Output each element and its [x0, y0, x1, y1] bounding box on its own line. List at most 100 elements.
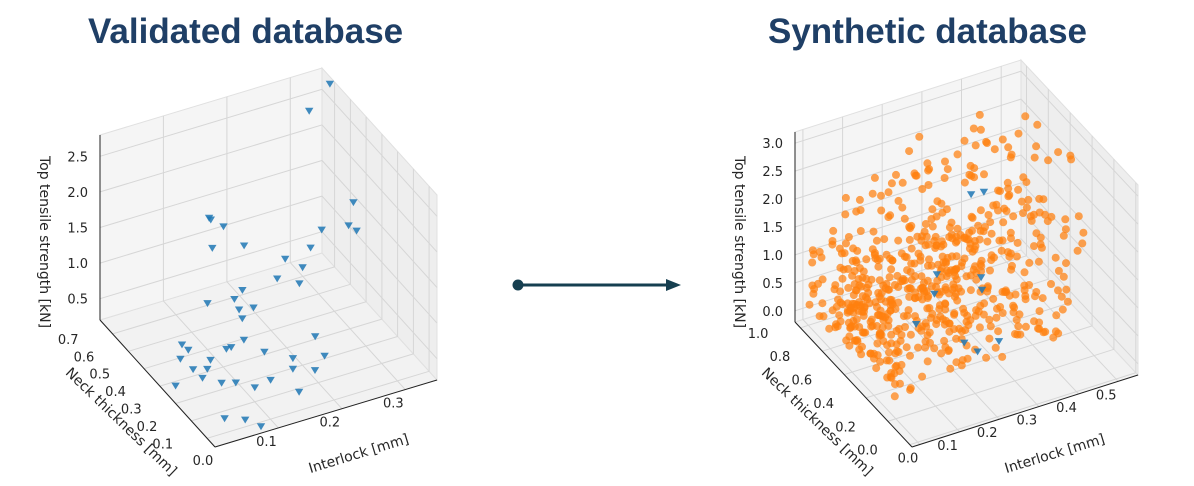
synthetic-data-point [836, 298, 845, 307]
synthetic-data-point [969, 124, 978, 133]
synthetic-x-tick-label: 0.1 [937, 439, 958, 454]
synthetic-data-point [937, 349, 946, 358]
synthetic-data-point [1020, 281, 1029, 290]
synthetic-data-point [862, 255, 871, 264]
validated-x-tick-label: 0.1 [256, 435, 277, 450]
validated-data-point [230, 296, 239, 303]
synthetic-data-point [970, 245, 979, 254]
synthetic-data-point [885, 348, 893, 357]
validated-data-point [249, 304, 258, 312]
synthetic-data-point [883, 373, 892, 382]
validated-grid-y-0 [206, 186, 430, 439]
synthetic-data-point [1030, 153, 1039, 162]
validated-data-point [311, 333, 320, 341]
synthetic-data-point [921, 220, 930, 228]
synthetic-data-point [1032, 142, 1041, 151]
validated-data-point [325, 80, 335, 88]
validated-data-point [238, 315, 247, 323]
validated-grid-y-6 [112, 81, 336, 335]
synthetic-data-point [888, 256, 897, 265]
synthetic-data-point [1062, 259, 1070, 268]
synthetic-data-point [905, 222, 914, 231]
synthetic-data-point [1035, 307, 1044, 316]
synthetic-data-point [1005, 252, 1014, 261]
validated-data-point [203, 300, 212, 308]
synthetic-x-tick-label: 0.4 [1056, 401, 1077, 416]
validated-grid-y-1 [191, 168, 414, 422]
synthetic-data-point [1030, 317, 1038, 326]
synthetic-data-point [981, 223, 989, 231]
synthetic-data-point [965, 228, 974, 237]
synthetic-data-point [902, 343, 911, 352]
synthetic-data-point [859, 328, 868, 337]
synthetic-data-point [1037, 243, 1046, 252]
synthetic-data-point [1059, 272, 1068, 281]
synthetic-data-point [1002, 207, 1011, 215]
synthetic-data-point [1009, 212, 1018, 221]
synthetic-grid-y-2 [865, 135, 1093, 399]
validated-data-point [352, 227, 361, 235]
synthetic-y-tick-label: 1.0 [748, 327, 769, 342]
synthetic-y-tick-label: 0.0 [857, 444, 878, 459]
validated-data-point [217, 379, 226, 387]
synthetic-data-point [912, 171, 921, 180]
synthetic-data-point [998, 287, 1007, 296]
synthetic-data-point [1061, 215, 1070, 224]
validated-y-tick-label: 0.3 [121, 403, 142, 418]
synthetic-data-point [873, 339, 882, 348]
validated-z-tick-label: 1.0 [67, 257, 88, 272]
synthetic-data-point [887, 339, 896, 348]
synthetic-data-point [966, 191, 976, 199]
synthetic-data-point [1005, 291, 1014, 300]
synthetic-data-point [966, 161, 975, 170]
validated-grid-y-2 [175, 151, 399, 404]
synthetic-data-point [906, 351, 914, 360]
synthetic-data-point [877, 191, 885, 200]
validated-y-tick-label: 0.5 [89, 368, 110, 383]
synthetic-data-point [918, 372, 927, 381]
synthetic-data-point [997, 246, 1006, 255]
synthetic-data-point [897, 360, 906, 369]
synthetic-data-point [850, 303, 858, 312]
synthetic-data-point [949, 280, 958, 289]
validated-data-point [298, 264, 307, 272]
synthetic-data-point [1012, 252, 1021, 261]
synthetic-data-point [958, 356, 967, 365]
synthetic-data-point [951, 289, 960, 298]
synthetic-data-point [836, 263, 845, 272]
validated-grid-x-3 [289, 77, 406, 390]
synthetic-data-point [884, 188, 893, 197]
validated-y-tick-label: 0.7 [58, 333, 79, 348]
synthetic-data-point [921, 319, 930, 327]
synthetic-data-point [998, 309, 1007, 317]
synthetic-data-point [942, 259, 950, 268]
synthetic-data-point [808, 246, 817, 255]
synthetic-data-point [890, 392, 899, 401]
synthetic-z-tick-label: 3.0 [762, 137, 783, 152]
synthetic-data-point [971, 141, 980, 150]
validated-grid-y-5 [128, 99, 351, 352]
synthetic-data-point [835, 244, 844, 253]
synthetic-data-point [881, 284, 890, 293]
synthetic-data-point [858, 342, 866, 351]
synthetic-data-point [1054, 286, 1062, 295]
synthetic-data-point [882, 250, 891, 259]
synthetic-data-point [1041, 327, 1050, 336]
synthetic-data-point [998, 135, 1007, 144]
validated-grid-x-2 [226, 96, 343, 410]
validated-z-axis-label: Top tensile strength [kN] [36, 155, 52, 328]
synthetic-grid-z-6 [794, 70, 1139, 197]
synthetic-data-point [953, 296, 962, 305]
synthetic-data-point [829, 226, 838, 235]
synthetic-data-point [1047, 280, 1055, 288]
synthetic-data-point [1021, 112, 1030, 121]
synthetic-data-point [905, 235, 914, 244]
synthetic-data-point [992, 313, 1001, 322]
synthetic-data-point [1026, 212, 1035, 221]
synthetic-data-point [952, 252, 961, 261]
synthetic-data-point [942, 205, 951, 214]
synthetic-data-point [1061, 225, 1070, 234]
validated-data-point [281, 255, 290, 263]
synthetic-data-point [1054, 148, 1063, 157]
synthetic-grid-x-0 [802, 129, 921, 445]
